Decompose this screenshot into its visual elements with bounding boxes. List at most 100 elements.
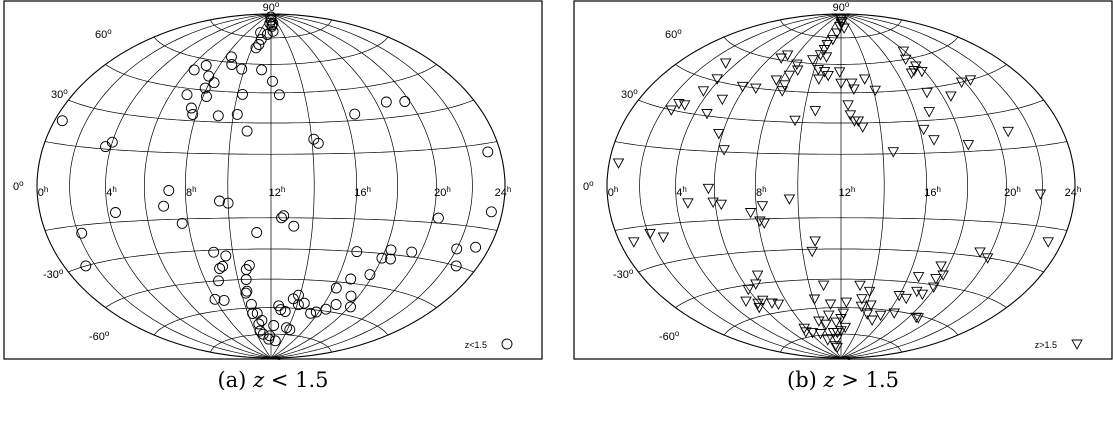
data-point xyxy=(267,75,278,87)
data-point xyxy=(869,85,881,97)
data-point xyxy=(865,300,877,311)
data-point xyxy=(756,201,769,212)
data-point xyxy=(482,146,494,158)
data-point xyxy=(305,307,317,319)
data-point xyxy=(345,290,357,302)
data-point xyxy=(237,88,248,100)
data-point xyxy=(644,228,656,240)
lat-tick-label: -90o xyxy=(261,357,282,360)
data-point xyxy=(256,64,268,76)
data-point xyxy=(789,115,801,127)
lon-tick-label: 4h xyxy=(676,185,687,199)
data-point xyxy=(682,198,694,209)
data-point xyxy=(854,280,866,292)
graticule xyxy=(36,13,506,359)
data-point xyxy=(916,66,928,78)
data-point xyxy=(866,315,878,326)
data-point xyxy=(253,39,265,50)
data-point xyxy=(245,298,257,310)
data-point xyxy=(253,318,265,330)
data-point xyxy=(840,297,853,309)
data-point xyxy=(267,17,279,29)
data-point xyxy=(284,324,296,336)
data-point xyxy=(209,293,221,305)
lon-tick-label: 0h xyxy=(608,185,619,199)
data-point xyxy=(974,247,986,258)
data-point xyxy=(76,227,88,239)
data-point xyxy=(212,110,224,122)
data-point xyxy=(808,294,821,305)
data-point xyxy=(470,241,482,253)
data-point xyxy=(751,270,764,282)
data-point xyxy=(837,308,850,320)
lat-tick-label: 0o xyxy=(583,179,594,193)
data-point xyxy=(254,325,266,337)
data-point xyxy=(824,299,837,310)
data-point xyxy=(351,246,363,258)
lon-tick-label: 24h xyxy=(495,185,512,199)
data-point xyxy=(833,67,846,78)
data-point xyxy=(776,86,788,97)
data-point xyxy=(251,307,263,319)
data-point xyxy=(281,322,292,334)
data-point xyxy=(293,289,304,301)
data-point xyxy=(835,78,847,90)
data-point xyxy=(158,200,170,212)
data-point xyxy=(218,294,230,306)
data-point xyxy=(450,260,462,272)
data-point xyxy=(930,274,942,285)
data-point xyxy=(250,42,262,54)
data-point xyxy=(834,21,846,33)
data-points xyxy=(612,14,1054,354)
data-point xyxy=(241,285,253,297)
data-point xyxy=(912,313,924,324)
parallel-line xyxy=(105,278,437,308)
data-point xyxy=(778,80,791,91)
caption-variable: z xyxy=(823,368,835,392)
data-point xyxy=(251,227,263,238)
data-point xyxy=(783,194,796,205)
data-point xyxy=(208,246,220,258)
data-point xyxy=(888,308,900,319)
data-point xyxy=(753,302,765,314)
legend-marker xyxy=(1071,339,1083,350)
data-point xyxy=(770,75,783,86)
lon-tick-label: 20h xyxy=(434,185,451,199)
data-point xyxy=(827,328,840,339)
data-point xyxy=(827,34,839,46)
parallel-line xyxy=(723,307,959,336)
caption-value: 1.5 xyxy=(865,368,899,392)
data-point xyxy=(842,100,854,111)
parallel-line xyxy=(614,141,1068,155)
data-point xyxy=(406,246,418,258)
data-point xyxy=(702,183,715,195)
data-point xyxy=(330,282,342,294)
data-point xyxy=(276,212,287,224)
lon-tick-label: 8h xyxy=(186,185,197,199)
data-point xyxy=(861,309,874,320)
data-point xyxy=(911,286,923,298)
caption-value: 1.5 xyxy=(295,368,329,392)
data-point xyxy=(376,252,388,264)
data-point xyxy=(856,294,868,305)
data-point xyxy=(214,195,225,207)
data-point xyxy=(897,46,910,58)
data-point xyxy=(820,52,833,63)
lon-tick-label: 24h xyxy=(1065,185,1082,199)
data-point xyxy=(809,236,821,247)
parallel-line xyxy=(638,99,1044,124)
data-point xyxy=(236,63,248,75)
data-point xyxy=(240,287,252,299)
data-point xyxy=(201,91,212,102)
lat-tick-label: -60o xyxy=(659,329,680,343)
data-point xyxy=(923,107,935,118)
data-point xyxy=(222,197,234,209)
caption-letter: (a) xyxy=(217,368,247,392)
data-point xyxy=(231,108,243,120)
data-point xyxy=(385,253,396,265)
data-point xyxy=(927,282,940,294)
data-point xyxy=(713,128,725,140)
lon-tick-label: 12h xyxy=(269,185,286,199)
data-point xyxy=(863,286,876,298)
lon-tick-label: 4h xyxy=(106,185,117,199)
